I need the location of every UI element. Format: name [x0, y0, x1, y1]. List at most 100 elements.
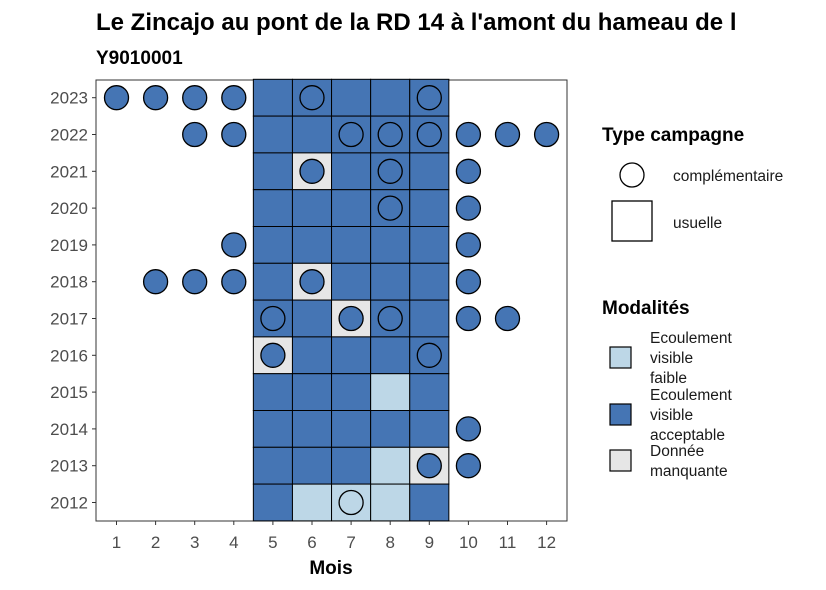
point-2022-8	[377, 121, 403, 148]
tile-2019-6	[291, 226, 333, 264]
tile-2023-8	[370, 78, 411, 117]
legend-label-faible-1: Ecoulement	[650, 330, 733, 347]
legend-label-acceptable-1: Ecoulement	[650, 387, 733, 404]
tile-2018-8	[370, 262, 411, 301]
point-2023-1	[103, 85, 130, 111]
x-tick-label-4: 4	[229, 533, 238, 552]
legend-key-faible	[609, 346, 632, 369]
legend-key-circle	[619, 162, 645, 188]
point-2022-9	[416, 121, 442, 148]
y-tick-label-2018: 2018	[50, 273, 88, 292]
tile-2013-7	[331, 446, 372, 485]
point-2013-10	[455, 453, 482, 479]
tile-2015-8	[370, 373, 411, 412]
legend-key-manquante	[609, 449, 632, 472]
x-tick-label-2: 2	[151, 533, 160, 552]
tile-2013-8	[370, 446, 411, 485]
tile-2019-7	[331, 226, 372, 264]
tile-2023-7	[331, 78, 372, 117]
x-tick-label-12: 12	[537, 533, 556, 552]
legend-label-faible-2: visible	[650, 350, 693, 367]
point-2016-5	[260, 342, 286, 368]
tile-2017-9	[409, 299, 450, 338]
y-tick-label-2022: 2022	[50, 126, 88, 145]
tile-2019-8	[370, 226, 411, 264]
y-tick-label-2019: 2019	[50, 236, 88, 255]
point-2018-6	[299, 269, 325, 295]
tile-2022-5	[252, 115, 293, 154]
tile-2012-8	[370, 483, 411, 522]
tile-2015-9	[409, 373, 450, 412]
tile-2012-9	[409, 483, 450, 522]
y-tick-label-2023: 2023	[50, 89, 88, 108]
tile-2018-7	[331, 262, 372, 301]
legend-label-complementaire: complémentaire	[673, 168, 783, 185]
tile-2016-7	[331, 336, 372, 375]
points-layer	[103, 85, 560, 516]
legend-label-manquante-1: Donnée	[650, 443, 704, 460]
tile-2018-5	[252, 262, 293, 301]
tile-2014-5	[252, 410, 293, 448]
point-2014-10	[455, 416, 482, 442]
tile-2016-6	[291, 336, 333, 375]
legend-label-acceptable-2: visible	[650, 407, 693, 424]
tile-2023-5	[252, 78, 293, 117]
x-tick-label-5: 5	[268, 533, 277, 552]
point-2022-3	[182, 121, 208, 148]
y-tick-label-2017: 2017	[50, 310, 88, 329]
point-2021-6	[299, 158, 325, 184]
y-tick-label-2015: 2015	[50, 383, 88, 402]
tile-2015-6	[291, 373, 333, 412]
point-2016-9	[416, 342, 442, 368]
x-tick-label-11: 11	[499, 533, 517, 552]
point-2021-8	[377, 158, 403, 184]
tile-2020-5	[252, 189, 293, 227]
legend-label-manquante-2: manquante	[650, 463, 728, 480]
point-2022-4	[221, 121, 247, 148]
tile-2019-5	[252, 226, 293, 264]
point-2023-9	[416, 85, 442, 111]
point-2018-2	[142, 269, 169, 295]
legend-key-square	[611, 200, 653, 242]
x-tick-label-10: 10	[459, 533, 478, 552]
tile-2014-9	[409, 410, 450, 448]
tile-2016-8	[370, 336, 411, 375]
point-2017-10	[455, 305, 482, 332]
y-tick-label-2016: 2016	[50, 346, 88, 365]
tile-2021-9	[409, 152, 450, 191]
tile-2013-6	[291, 446, 333, 485]
point-2021-10	[455, 158, 482, 184]
x-tick-label-1: 1	[112, 533, 121, 552]
tile-2015-5	[252, 373, 293, 412]
tile-2013-5	[252, 446, 293, 485]
tile-2020-9	[409, 189, 450, 227]
point-2020-10	[455, 195, 482, 221]
point-2019-10	[455, 232, 482, 258]
tile-2014-7	[331, 410, 372, 448]
point-2023-2	[142, 85, 169, 111]
x-axis: 1 2 3 4 5 6 7 8 9 10 11 12	[112, 521, 556, 552]
point-2013-9	[416, 453, 442, 479]
tile-2012-5	[252, 483, 293, 522]
tile-2019-9	[409, 226, 450, 264]
y-axis: 2012 2013 2014 2015 2016 2017 2018 2019 2020 2021…	[50, 89, 96, 513]
point-2012-7	[338, 489, 364, 516]
tile-2020-7	[331, 189, 372, 227]
point-2022-10	[455, 121, 482, 148]
legend-label-faible-3: faible	[650, 370, 687, 387]
y-tick-label-2020: 2020	[50, 199, 88, 218]
legend-label-acceptable-3: acceptable	[650, 427, 725, 444]
y-tick-label-2013: 2013	[50, 457, 88, 476]
point-2023-3	[182, 85, 208, 111]
legend-label-usuelle: usuelle	[673, 215, 722, 232]
legend-title-modalites: Modalités	[602, 298, 690, 319]
point-2023-6	[299, 85, 325, 111]
point-2020-8	[377, 195, 403, 221]
tile-2014-8	[370, 410, 411, 448]
point-2017-7	[338, 305, 364, 332]
point-2018-4	[221, 269, 247, 295]
point-2018-3	[182, 269, 208, 295]
point-2017-5	[260, 305, 286, 332]
chart-title: Le Zincajo au pont de la RD 14 à l'amont…	[96, 9, 737, 36]
tile-2015-7	[331, 373, 372, 412]
